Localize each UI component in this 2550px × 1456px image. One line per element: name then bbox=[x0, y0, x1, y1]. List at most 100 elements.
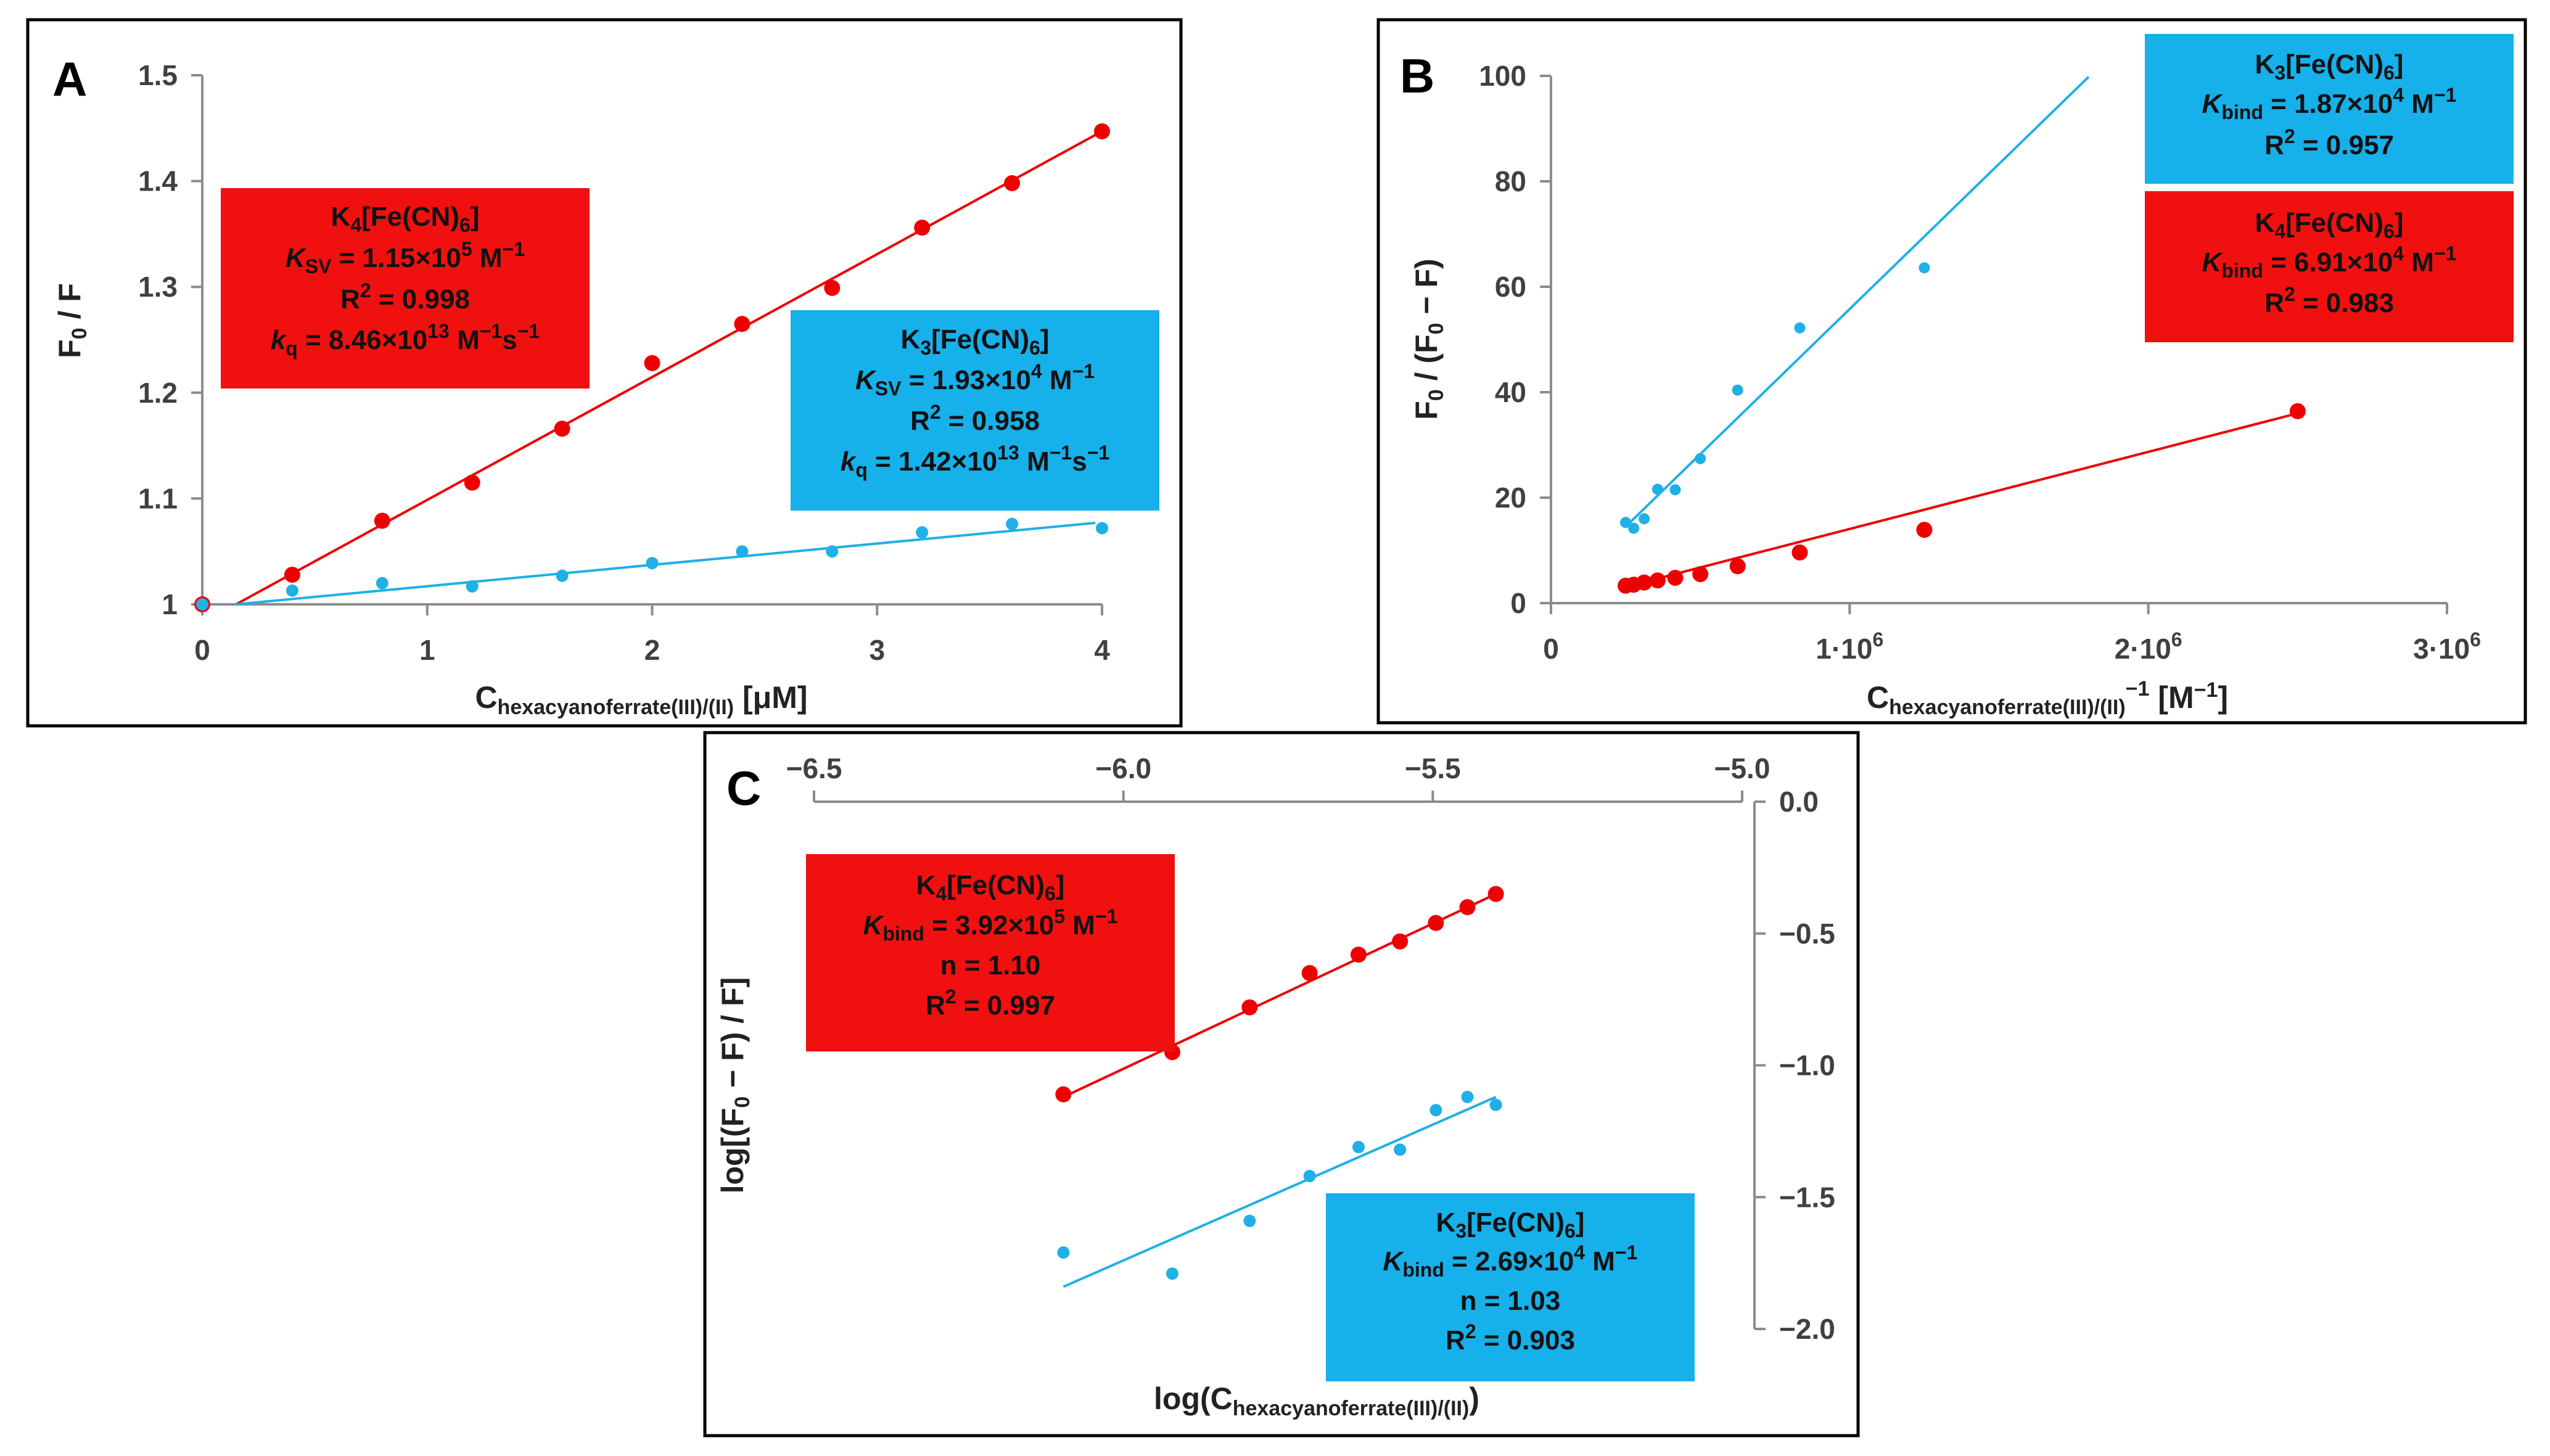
blue-series-point bbox=[1096, 522, 1108, 535]
x-tick-label: −5.0 bbox=[1714, 752, 1771, 784]
blue-series-point bbox=[1303, 1170, 1316, 1183]
panel-b-axes: 0 1·106 2·106 3·106 0 20 40 60 80 100 bbox=[1479, 60, 2481, 665]
y-tick-label: 1.3 bbox=[138, 271, 178, 303]
red-series-fit-line bbox=[1063, 892, 1497, 1098]
x-tick-label: −5.5 bbox=[1405, 752, 1461, 784]
x-tick-label: 2 bbox=[644, 634, 660, 666]
red-series-point bbox=[1350, 946, 1367, 963]
panel-a-x-axis-title: Chexacyanoferrate(III)/(II) [μM] bbox=[475, 680, 807, 719]
panel-c: C −6.5 −6.0 −5.5 −5.00.0 −0.5 −1.0 −1.5 −2.0 lo… bbox=[703, 731, 1860, 1437]
x-tick-label: 1·106 bbox=[1816, 628, 1883, 665]
red-series-point bbox=[1636, 574, 1653, 591]
red-series-point bbox=[554, 421, 570, 437]
box-kq: kq = 8.46×1013 M−1s−1 bbox=[271, 320, 540, 360]
red-series-point bbox=[1055, 1086, 1072, 1103]
x-tick-label: 1 bbox=[419, 634, 435, 666]
box-r-squared: R2 = 0.957 bbox=[2264, 125, 2394, 160]
blue-series-point bbox=[1919, 262, 1930, 274]
blue-series-fit-line bbox=[236, 521, 1096, 606]
panel-b-x-axis-title: Chexacyanoferrate(III)/(II)−1 [M−1] bbox=[1867, 677, 2228, 719]
y-tick-label: 80 bbox=[1495, 165, 1526, 197]
panel-b-marks bbox=[1618, 76, 2306, 594]
y-tick-label: −2.0 bbox=[1779, 1313, 1835, 1345]
box-title: K3[Fe(CN)6] bbox=[901, 324, 1050, 359]
x-tick-label: −6.5 bbox=[786, 752, 842, 784]
panel-c-axes: −6.5 −6.0 −5.5 −5.00.0 −0.5 −1.0 −1.5 −2.0 bbox=[786, 752, 1835, 1345]
red-series-point bbox=[374, 512, 390, 529]
panel-a-axes: 0 1 2 3 411.11.21.31.41.5 bbox=[138, 59, 1110, 666]
blue-series-point bbox=[736, 545, 749, 558]
x-tick-label: 3·106 bbox=[2413, 628, 2481, 665]
panel-b-red-legend-box: K4[Fe(CN)6] Kbind = 6.91×104 M−1 R2 = 0.… bbox=[2145, 191, 2514, 342]
red-series-point bbox=[284, 566, 300, 583]
panel-c-letter: C bbox=[726, 761, 761, 815]
panel-c-marks bbox=[1055, 886, 1504, 1288]
blue-series-point bbox=[376, 577, 389, 590]
red-series-point bbox=[1692, 566, 1709, 582]
red-series-point bbox=[1392, 933, 1409, 950]
box-title: K4[Fe(CN)6] bbox=[916, 870, 1065, 905]
red-series-point bbox=[1428, 915, 1444, 931]
red-series-point bbox=[734, 316, 751, 332]
y-tick-label: 60 bbox=[1495, 271, 1526, 303]
y-tick-label: 40 bbox=[1495, 376, 1526, 408]
red-series-point bbox=[1004, 175, 1021, 192]
box-title: K4[Fe(CN)6] bbox=[331, 202, 480, 236]
panel-a: A 0 1 2 3 411.11.21.31.41.5 Chexacyanoferrat… bbox=[26, 18, 1183, 728]
panel-b: B 0 1·106 2·106 3·106 0 20 40 60 80 100 Chexacyan… bbox=[1376, 18, 2527, 725]
blue-series-point bbox=[1489, 1098, 1502, 1111]
panel-a-red-legend-box: K4[Fe(CN)6] KSV = 1.15×105 M−1 R2 = 0.99… bbox=[221, 188, 590, 389]
panel-c-x-axis-title: log(Chexacyanoferrate(III)/(II)) bbox=[1154, 1381, 1479, 1420]
panel-c-red-legend-box: K4[Fe(CN)6] Kbind = 3.92×105 M−1 n = 1.1… bbox=[806, 854, 1175, 1051]
box-r-squared: R2 = 0.903 bbox=[1446, 1320, 1575, 1355]
blue-series-point bbox=[1429, 1104, 1442, 1117]
y-tick-label: 100 bbox=[1479, 60, 1526, 92]
red-series-point bbox=[1241, 999, 1258, 1016]
red-series-point bbox=[1487, 886, 1504, 902]
box-n-value: n = 1.03 bbox=[1460, 1286, 1561, 1316]
blue-series-point bbox=[1732, 384, 1743, 396]
blue-series-point bbox=[1794, 322, 1806, 334]
y-tick-label: −0.5 bbox=[1779, 918, 1835, 950]
blue-series-point bbox=[1651, 483, 1663, 495]
red-series-point bbox=[914, 220, 931, 236]
blue-series-point bbox=[1057, 1246, 1070, 1259]
red-series-point bbox=[1729, 558, 1746, 575]
box-constant: KSV = 1.93×104 M−1 bbox=[855, 360, 1095, 400]
panel-a-letter: A bbox=[52, 52, 87, 106]
blue-series-point bbox=[1639, 513, 1650, 525]
blue-series-point bbox=[1669, 484, 1681, 496]
panel-c-y-axis-title: log[(F0 − F) / F] bbox=[715, 977, 754, 1194]
blue-series-point bbox=[466, 580, 479, 593]
y-tick-label: 0 bbox=[1510, 587, 1526, 619]
panel-b-blue-legend-box: K3[Fe(CN)6] Kbind = 1.87×104 M−1 R2 = 0.… bbox=[2145, 34, 2514, 184]
box-title: K3[Fe(CN)6] bbox=[1436, 1207, 1585, 1242]
box-constant: KSV = 1.15×105 M−1 bbox=[286, 238, 525, 278]
blue-series-point bbox=[556, 569, 569, 582]
blue-series-point bbox=[916, 526, 929, 539]
red-series-point bbox=[1791, 544, 1808, 561]
red-series-point bbox=[1649, 572, 1666, 589]
blue-series-point bbox=[1695, 453, 1706, 464]
x-tick-label: 2·106 bbox=[2115, 628, 2182, 665]
box-kq: kq = 1.42×1013 M−1s−1 bbox=[841, 442, 1109, 481]
red-series-fit-line bbox=[1625, 412, 2298, 588]
x-tick-label: 3 bbox=[869, 634, 885, 666]
blue-series-point bbox=[1352, 1141, 1365, 1154]
box-constant: Kbind = 2.69×104 M−1 bbox=[1383, 1241, 1638, 1281]
box-constant: Kbind = 6.91×104 M−1 bbox=[2202, 242, 2457, 282]
y-tick-label: 1.5 bbox=[138, 59, 178, 91]
x-tick-label: 4 bbox=[1094, 634, 1110, 666]
blue-series-point bbox=[1166, 1267, 1178, 1280]
blue-series-point bbox=[1006, 517, 1019, 530]
blue-series-fit-line bbox=[1063, 1095, 1497, 1288]
y-tick-label: 1.2 bbox=[138, 377, 178, 409]
box-n-value: n = 1.10 bbox=[940, 950, 1041, 981]
blue-series-point bbox=[1394, 1143, 1407, 1156]
box-r-squared: R2 = 0.983 bbox=[2264, 283, 2394, 318]
panel-b-letter: B bbox=[1400, 49, 1434, 103]
panel-c-blue-legend-box: K3[Fe(CN)6] Kbind = 2.69×104 M−1 n = 1.0… bbox=[1326, 1193, 1695, 1381]
y-tick-label: 0.0 bbox=[1779, 786, 1819, 818]
red-series-point bbox=[1667, 569, 1684, 586]
